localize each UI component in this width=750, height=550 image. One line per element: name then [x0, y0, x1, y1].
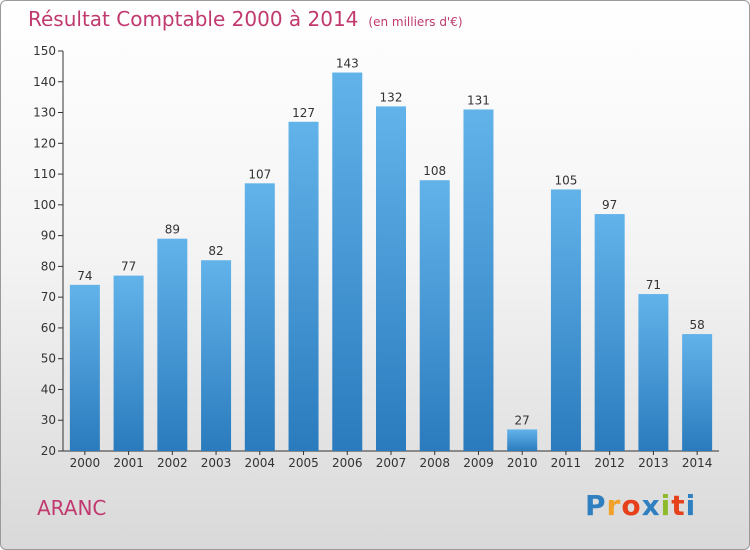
value-label-2011: 105 [554, 173, 577, 187]
y-tick-label: 40 [41, 382, 56, 396]
y-tick-label: 30 [41, 413, 56, 427]
bar-2005 [288, 121, 319, 452]
y-tick-label: 60 [41, 321, 56, 335]
bar-2008 [419, 180, 450, 451]
x-tick-label-2005: 2005 [288, 456, 319, 470]
bar-2014 [682, 334, 713, 451]
x-tick-label-2010: 2010 [507, 456, 538, 470]
x-tick-label-2012: 2012 [594, 456, 625, 470]
x-tick-label-2004: 2004 [245, 456, 276, 470]
bars: 74 77 89 82 107 127 143 132 108 131 27 105 97 71 58 [69, 57, 713, 452]
logo-letter: x [641, 489, 661, 522]
x-tick-label-2003: 2003 [201, 456, 232, 470]
value-label-2008: 108 [423, 164, 446, 178]
value-label-2014: 58 [689, 318, 704, 332]
logo-letter: P [585, 489, 607, 522]
bar-2012 [594, 214, 625, 451]
bar-2000 [69, 284, 100, 451]
y-tick-label: 150 [33, 44, 56, 58]
bar-2013 [638, 294, 669, 451]
y-tick-label: 70 [41, 290, 56, 304]
commune-name: ARANC [37, 496, 107, 520]
axes: 20 30 40 50 60 70 80 90 100 110 120 130 140 150 2000 20… [33, 44, 719, 470]
value-label-2010: 27 [515, 413, 530, 427]
value-label-2004: 107 [248, 167, 271, 181]
bar-2004 [244, 183, 275, 452]
x-tick-label-2007: 2007 [376, 456, 407, 470]
y-tick-label: 90 [41, 229, 56, 243]
y-tick-label: 130 [33, 106, 56, 120]
value-label-2012: 97 [602, 198, 617, 212]
logo-letter: i [685, 489, 697, 522]
proxiti-logo: Proxiti [585, 489, 696, 522]
logo-letter: r [606, 489, 622, 522]
chart-title-text: Résultat Comptable 2000 à 2014 [28, 7, 359, 31]
x-tick-label-2008: 2008 [419, 456, 450, 470]
value-label-2005: 127 [292, 106, 315, 120]
value-label-2009: 131 [467, 93, 490, 107]
x-tick-label-2002: 2002 [157, 456, 188, 470]
x-tick-label-2009: 2009 [463, 456, 494, 470]
y-tick-label: 140 [33, 75, 56, 89]
logo-letter: i [660, 489, 672, 522]
chart-title: Résultat Comptable 2000 à 2014 (en millie… [28, 7, 463, 31]
bar-2007 [376, 106, 406, 451]
bar-2006 [332, 72, 363, 452]
value-label-2000: 74 [77, 269, 92, 283]
x-tick-label-2000: 2000 [70, 456, 101, 470]
bar-2003 [201, 260, 232, 451]
value-label-2002: 89 [165, 223, 180, 237]
value-label-2013: 71 [646, 278, 661, 292]
x-tick-label-2013: 2013 [638, 456, 669, 470]
bar-2002 [157, 238, 188, 451]
y-tick-label: 100 [33, 198, 56, 212]
bar-2011 [550, 189, 581, 451]
x-tick-label-2011: 2011 [551, 456, 582, 470]
logo-letter: t [671, 489, 686, 522]
x-tick-label-2014: 2014 [682, 456, 713, 470]
x-tick-label-2001: 2001 [113, 456, 144, 470]
bar-2001 [113, 275, 144, 451]
bar-2010 [507, 429, 538, 451]
x-tick-label-2006: 2006 [332, 456, 363, 470]
y-tick-label: 20 [41, 444, 56, 458]
value-label-2003: 82 [208, 244, 223, 258]
value-label-2006: 143 [336, 57, 359, 71]
value-label-2001: 77 [121, 260, 136, 274]
value-label-2007: 132 [380, 90, 403, 104]
y-tick-label: 120 [33, 136, 56, 150]
logo-letter: o [621, 489, 642, 522]
bar-2009 [463, 109, 494, 451]
y-tick-label: 50 [41, 352, 56, 366]
y-tick-label: 80 [41, 259, 56, 273]
chart-unit: (en milliers d'€) [368, 15, 463, 29]
y-tick-label: 110 [33, 167, 56, 181]
